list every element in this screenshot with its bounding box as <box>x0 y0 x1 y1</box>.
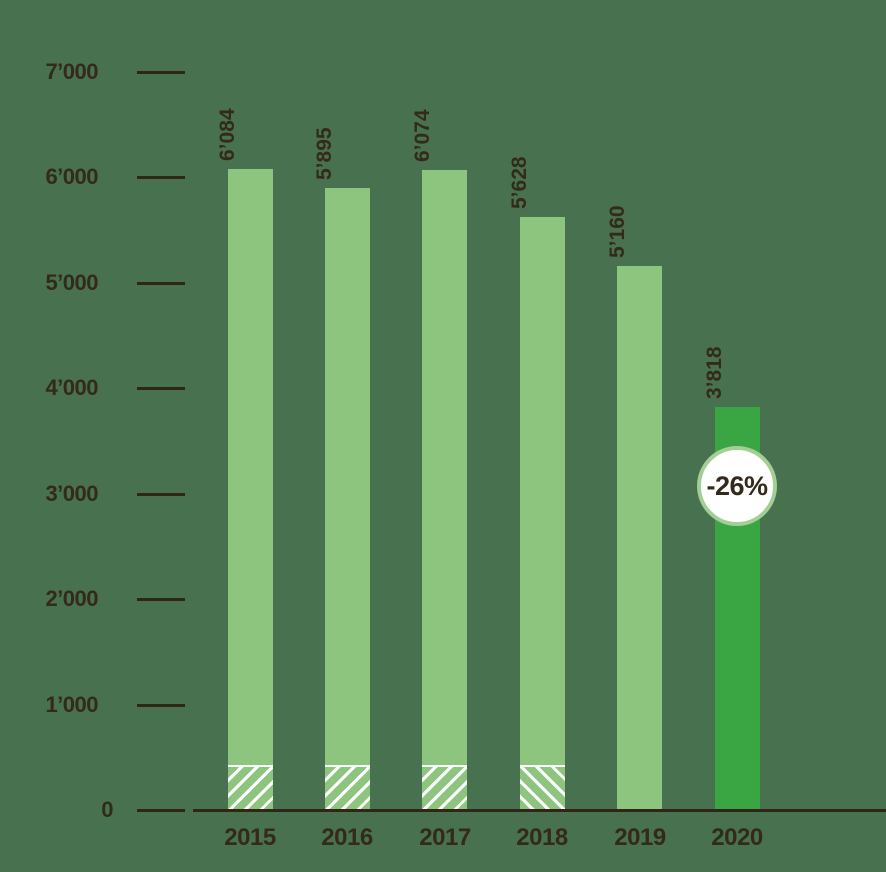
y-tick-label-5000: 5’000 <box>45 270 98 295</box>
x-tick-label-2017: 2017 <box>419 824 471 851</box>
bar-2017 <box>422 170 467 810</box>
bar-2015 <box>228 169 273 810</box>
y-tick-mark-7000 <box>137 71 185 74</box>
y-tick-mark-6000 <box>137 176 185 179</box>
x-axis-line <box>193 809 886 812</box>
y-tick-label-4000: 4’000 <box>45 375 98 400</box>
y-tick-label-1000: 1’000 <box>45 692 98 717</box>
bar-value-label-2017: 6’074 <box>411 109 434 162</box>
x-tick-label-2018: 2018 <box>516 824 568 851</box>
bar-value-label-2019: 5’160 <box>606 205 629 258</box>
y-tick-mark-3000 <box>137 493 185 496</box>
hatch-pattern-2016 <box>325 765 370 810</box>
bar-2016 <box>325 188 370 810</box>
y-tick-mark-2000 <box>137 598 185 601</box>
bar-value-label-2015: 6’084 <box>216 108 239 161</box>
bar-value-label-2018: 5’628 <box>508 156 531 209</box>
y-tick-label-2000: 2’000 <box>45 586 98 611</box>
y-tick-label-0: 0 <box>101 797 113 822</box>
bar-value-label-2016: 5’895 <box>313 127 336 180</box>
y-tick-label-7000: 7’000 <box>45 59 98 84</box>
hatch-pattern-2017 <box>422 765 467 810</box>
y-tick-label-6000: 6’000 <box>45 164 98 189</box>
bar-value-label-2020: 3’818 <box>703 346 726 399</box>
y-tick-mark-0 <box>137 809 185 812</box>
y-tick-mark-4000 <box>137 387 185 390</box>
y-tick-label-3000: 3’000 <box>45 481 98 506</box>
x-tick-label-2020: 2020 <box>711 824 763 851</box>
bar-2018 <box>520 217 565 810</box>
hatch-pattern-2015 <box>228 765 273 810</box>
x-tick-label-2015: 2015 <box>224 824 276 851</box>
bar-2019 <box>617 266 662 810</box>
discount-badge: -26% <box>697 446 777 526</box>
hatch-pattern-2018 <box>520 765 565 810</box>
x-tick-label-2016: 2016 <box>321 824 373 851</box>
x-tick-label-2019: 2019 <box>614 824 666 851</box>
y-tick-mark-5000 <box>137 282 185 285</box>
y-tick-mark-1000 <box>137 704 185 707</box>
badge-label: -26% <box>706 470 768 501</box>
